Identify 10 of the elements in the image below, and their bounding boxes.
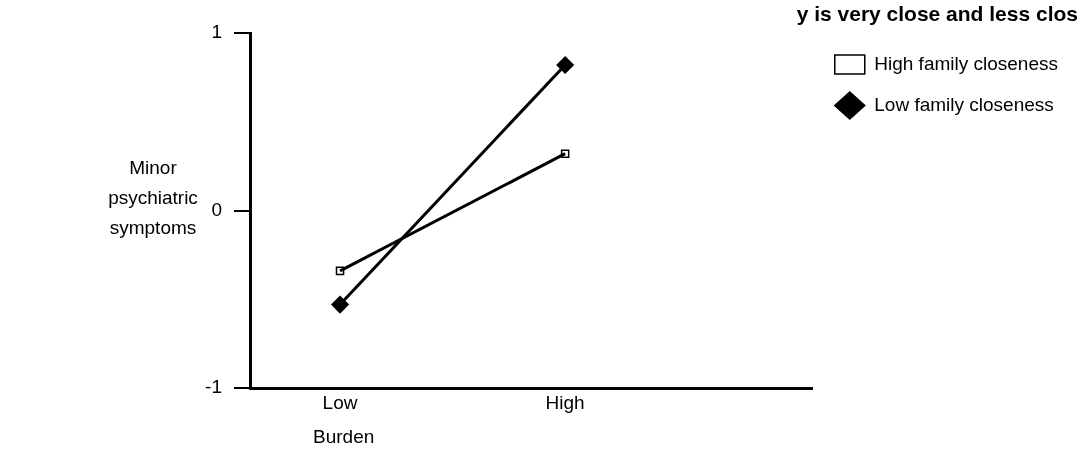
y-tick-label: -1 [205,376,222,398]
x-tick-label: Low [322,391,358,413]
y-axis-title: Minor psychiatric symptoms [107,156,199,240]
y-tick-label: 0 [211,198,222,220]
text: y is very close and less clos [796,2,1078,26]
x-tick-label: High [545,391,585,413]
legend-label: Low family closeness [874,93,1054,115]
y-tick-label: 1 [211,21,222,43]
x-axis-title: Burden [313,426,375,448]
legend-label: High family closeness [874,52,1059,74]
